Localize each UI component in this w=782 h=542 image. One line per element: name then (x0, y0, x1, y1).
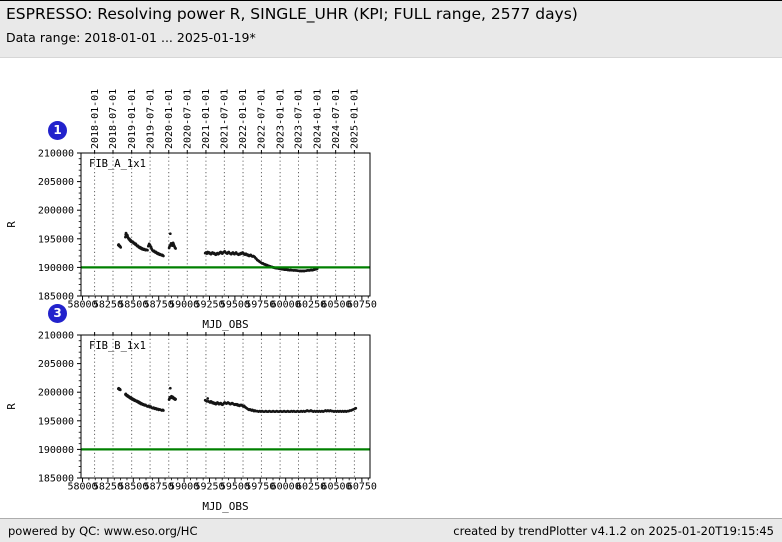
data-point (162, 254, 165, 258)
date-tick-label: 2024-01-01 (312, 89, 323, 149)
y-tick-label: 185000 (38, 474, 74, 485)
x-tick-label: 59250 (194, 300, 224, 311)
date-tick-label: 2021-01-01 (201, 89, 212, 149)
y-axis-label: R (6, 221, 18, 228)
plot-fib-b-1x1: 5800058250585005875059000592505950059750… (6, 331, 377, 514)
panel-label: FIB_A_1x1 (89, 158, 146, 170)
x-tick-label: 59500 (220, 300, 250, 311)
plot-frame (80, 334, 371, 479)
plot-anchor-badge-1[interactable]: 1 (48, 121, 67, 140)
date-tick-label: 2023-07-01 (294, 89, 305, 149)
x-tick-label: 58250 (93, 482, 123, 493)
x-tick-label: 58000 (67, 300, 97, 311)
date-tick-label: 2019-07-01 (145, 89, 156, 149)
date-tick-label: 2018-01-01 (90, 89, 101, 149)
x-tick-label: 60500 (321, 482, 351, 493)
footer: powered by QC: www.eso.org/HC created by… (0, 518, 782, 542)
data-range-subtitle: Data range: 2018-01-01 ... 2025-01-19* (6, 30, 256, 45)
footer-created-by: created by trendPlotter v4.1.2 on 2025-0… (453, 524, 774, 538)
footer-powered-by-link[interactable]: powered by QC: www.eso.org/HC (8, 524, 198, 538)
y-tick-label: 190000 (38, 445, 74, 456)
date-tick-label: 2022-01-01 (238, 89, 249, 149)
plot-anchor-badge-3[interactable]: 3 (48, 304, 67, 323)
data-point (206, 397, 210, 400)
x-tick-label: 60250 (296, 482, 326, 493)
plot-fib-a-1x1: 2018-01-01 2018-07-01 2019-01-01 2019-07-01… (6, 89, 377, 331)
data-point (119, 246, 123, 249)
y-tick-label: 210000 (38, 149, 74, 160)
data-points-fib-b-1x1 (116, 386, 358, 413)
x-tick-label: 60500 (321, 300, 351, 311)
data-point (174, 397, 177, 401)
x-tick-label: 60750 (347, 300, 377, 311)
header: ESPRESSO: Resolving power R, SINGLE_UHR … (0, 1, 782, 58)
x-tick-label: 58500 (118, 300, 148, 311)
y-tick-label: 205000 (38, 359, 74, 370)
data-point (146, 248, 149, 252)
x-tick-label: 60250 (296, 300, 326, 311)
plot-frame (80, 152, 371, 297)
data-point (168, 232, 172, 236)
y-tick-label: 200000 (38, 388, 74, 399)
data-point (174, 247, 177, 250)
x-tick-label: 58250 (93, 300, 123, 311)
y-tick-label: 200000 (38, 206, 74, 217)
data-point (162, 409, 165, 412)
y-tick-label: 190000 (38, 263, 74, 274)
data-point (168, 386, 172, 390)
x-tick-label: 59250 (194, 482, 224, 493)
x-tick-label: 59000 (169, 482, 199, 493)
date-tick-label: 2020-07-01 (182, 89, 193, 149)
x-axis-label: MJD_OBS (202, 500, 248, 513)
data-point (354, 406, 358, 410)
x-tick-label: 59000 (169, 300, 199, 311)
x-tick-label: 59750 (245, 482, 275, 493)
x-tick-label: 60750 (347, 482, 377, 493)
x-tick-label: 58500 (118, 482, 148, 493)
y-tick-label: 195000 (38, 416, 74, 427)
date-tick-label: 2020-01-01 (164, 89, 175, 149)
x-tick-label: 58750 (144, 482, 174, 493)
date-tick-label: 2022-07-01 (257, 89, 268, 149)
panel-label: FIB_B_1x1 (89, 340, 146, 352)
date-tick-label: 2025-01-01 (350, 89, 361, 149)
data-point (118, 388, 122, 392)
date-tick-label: 2019-01-01 (127, 89, 138, 149)
y-tick-label: 185000 (38, 292, 74, 303)
x-tick-label: 58000 (67, 482, 97, 493)
y-tick-label: 195000 (38, 234, 74, 245)
x-tick-label: 59750 (245, 300, 275, 311)
x-tick-label: 60000 (271, 300, 301, 311)
date-tick-label: 2024-07-01 (331, 89, 342, 149)
date-tick-label: 2023-01-01 (275, 89, 286, 149)
x-tick-label: 60000 (271, 482, 301, 493)
x-tick-label: 58750 (144, 300, 174, 311)
page-title: ESPRESSO: Resolving power R, SINGLE_UHR … (6, 5, 578, 23)
x-tick-label: 59500 (220, 482, 250, 493)
x-axis-label: MJD_OBS (202, 318, 248, 331)
date-tick-label: 2018-07-01 (108, 89, 119, 149)
date-tick-label: 2021-07-01 (220, 89, 231, 149)
y-tick-label: 210000 (38, 331, 74, 342)
y-tick-label: 205000 (38, 177, 74, 188)
y-axis-label: R (6, 403, 18, 410)
